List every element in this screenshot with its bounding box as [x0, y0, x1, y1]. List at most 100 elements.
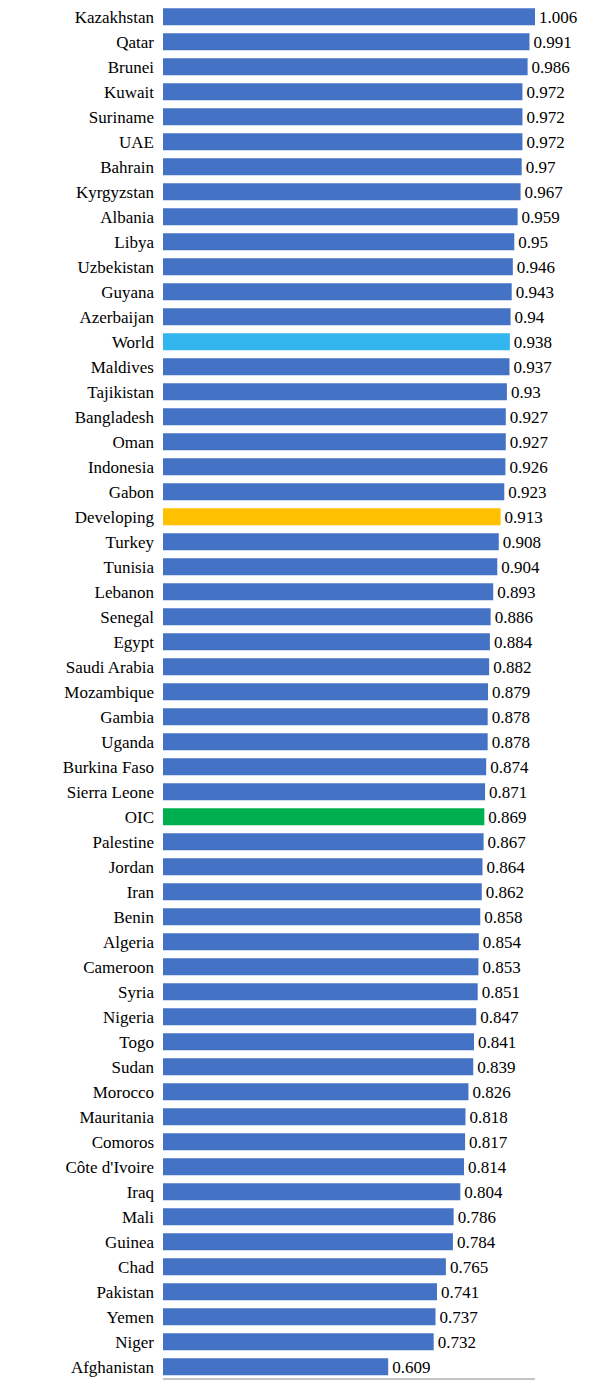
svg-text:0.927: 0.927: [510, 408, 549, 427]
svg-text:Uzbekistan: Uzbekistan: [78, 258, 155, 277]
svg-text:Algeria: Algeria: [103, 933, 154, 952]
svg-text:0.851: 0.851: [482, 983, 520, 1002]
svg-text:0.972: 0.972: [526, 108, 564, 127]
svg-text:0.926: 0.926: [509, 458, 547, 477]
svg-text:0.97: 0.97: [526, 158, 556, 177]
svg-text:UAE: UAE: [119, 133, 154, 152]
svg-text:0.884: 0.884: [494, 633, 533, 652]
svg-text:Cameroon: Cameroon: [83, 958, 154, 977]
svg-text:1.006: 1.006: [539, 8, 577, 27]
svg-text:Bangladesh: Bangladesh: [75, 408, 155, 427]
svg-text:0.972: 0.972: [526, 83, 564, 102]
svg-text:0.927: 0.927: [510, 433, 549, 452]
svg-text:Morocco: Morocco: [93, 1083, 154, 1102]
svg-text:Saudi Arabia: Saudi Arabia: [66, 658, 155, 677]
svg-text:0.93: 0.93: [511, 383, 541, 402]
svg-text:0.765: 0.765: [450, 1258, 488, 1277]
svg-text:Yemen: Yemen: [107, 1308, 155, 1327]
svg-text:0.817: 0.817: [469, 1133, 508, 1152]
svg-text:Kyrgyzstan: Kyrgyzstan: [76, 183, 155, 202]
svg-text:Iraq: Iraq: [127, 1183, 155, 1202]
svg-text:0.786: 0.786: [458, 1208, 496, 1227]
svg-text:Egypt: Egypt: [113, 633, 154, 652]
svg-text:0.818: 0.818: [469, 1108, 507, 1127]
svg-text:0.886: 0.886: [495, 608, 533, 627]
svg-text:Tajikistan: Tajikistan: [87, 383, 154, 402]
svg-text:Chad: Chad: [118, 1258, 154, 1277]
svg-text:0.913: 0.913: [505, 508, 543, 527]
svg-text:0.871: 0.871: [489, 783, 527, 802]
svg-text:0.814: 0.814: [468, 1158, 507, 1177]
svg-text:0.841: 0.841: [478, 1033, 516, 1052]
svg-text:Senegal: Senegal: [100, 608, 154, 627]
svg-text:Guinea: Guinea: [105, 1233, 155, 1252]
svg-text:Suriname: Suriname: [89, 108, 154, 127]
svg-text:Oman: Oman: [112, 433, 154, 452]
svg-text:0.938: 0.938: [514, 333, 552, 352]
svg-text:0.904: 0.904: [501, 558, 540, 577]
svg-text:Uganda: Uganda: [101, 733, 154, 752]
svg-text:Mauritania: Mauritania: [79, 1108, 154, 1127]
svg-text:Sudan: Sudan: [112, 1058, 155, 1077]
svg-text:Azerbaijan: Azerbaijan: [79, 308, 154, 327]
svg-text:Lebanon: Lebanon: [95, 583, 155, 602]
svg-text:Indonesia: Indonesia: [88, 458, 155, 477]
svg-text:Mali: Mali: [122, 1208, 154, 1227]
svg-text:Benin: Benin: [113, 908, 154, 927]
svg-text:0.874: 0.874: [490, 758, 529, 777]
svg-text:0.991: 0.991: [533, 33, 571, 52]
svg-text:Comoros: Comoros: [92, 1133, 154, 1152]
svg-text:Maldives: Maldives: [91, 358, 154, 377]
svg-text:0.862: 0.862: [486, 883, 524, 902]
svg-text:0.867: 0.867: [488, 833, 527, 852]
svg-text:Côte d'Ivoire: Côte d'Ivoire: [65, 1158, 154, 1177]
svg-text:0.878: 0.878: [492, 733, 530, 752]
svg-text:0.882: 0.882: [493, 658, 531, 677]
svg-text:Sierra Leone: Sierra Leone: [67, 783, 154, 802]
svg-text:Kuwait: Kuwait: [104, 83, 154, 102]
svg-text:0.879: 0.879: [492, 683, 530, 702]
svg-text:0.943: 0.943: [516, 283, 554, 302]
svg-text:Togo: Togo: [119, 1033, 154, 1052]
svg-text:Developing: Developing: [75, 508, 155, 527]
svg-text:0.732: 0.732: [438, 1333, 476, 1352]
svg-text:0.858: 0.858: [484, 908, 522, 927]
svg-text:0.609: 0.609: [392, 1358, 430, 1377]
svg-text:Guyana: Guyana: [101, 283, 154, 302]
svg-text:0.869: 0.869: [488, 808, 526, 827]
svg-text:0.946: 0.946: [517, 258, 555, 277]
svg-text:Brunei: Brunei: [108, 58, 155, 77]
svg-text:Niger: Niger: [115, 1333, 154, 1352]
svg-text:Tunisia: Tunisia: [104, 558, 155, 577]
svg-text:0.804: 0.804: [464, 1183, 503, 1202]
svg-text:0.847: 0.847: [480, 1008, 519, 1027]
svg-text:Qatar: Qatar: [116, 33, 154, 52]
svg-text:0.741: 0.741: [441, 1283, 479, 1302]
svg-text:Gabon: Gabon: [109, 483, 155, 502]
svg-text:0.784: 0.784: [457, 1233, 496, 1252]
svg-text:0.972: 0.972: [526, 133, 564, 152]
svg-text:0.986: 0.986: [532, 58, 570, 77]
svg-text:Syria: Syria: [118, 983, 154, 1002]
svg-text:Mozambique: Mozambique: [64, 683, 154, 702]
svg-text:0.893: 0.893: [497, 583, 535, 602]
svg-text:0.937: 0.937: [513, 358, 552, 377]
svg-text:Libya: Libya: [114, 233, 154, 252]
svg-text:0.923: 0.923: [508, 483, 546, 502]
svg-text:0.878: 0.878: [492, 708, 530, 727]
svg-text:Turkey: Turkey: [106, 533, 155, 552]
svg-text:0.95: 0.95: [518, 233, 548, 252]
svg-text:0.94: 0.94: [515, 308, 545, 327]
svg-text:Gambia: Gambia: [100, 708, 154, 727]
svg-text:OIC: OIC: [125, 808, 154, 827]
svg-text:World: World: [112, 333, 155, 352]
svg-text:Kazakhstan: Kazakhstan: [75, 8, 155, 27]
svg-text:Pakistan: Pakistan: [96, 1283, 154, 1302]
svg-text:Palestine: Palestine: [93, 833, 154, 852]
svg-text:Jordan: Jordan: [109, 858, 155, 877]
svg-text:Burkina Faso: Burkina Faso: [63, 758, 154, 777]
svg-text:Nigeria: Nigeria: [103, 1008, 154, 1027]
svg-text:0.839: 0.839: [477, 1058, 515, 1077]
svg-text:0.737: 0.737: [440, 1308, 479, 1327]
svg-text:0.908: 0.908: [503, 533, 541, 552]
